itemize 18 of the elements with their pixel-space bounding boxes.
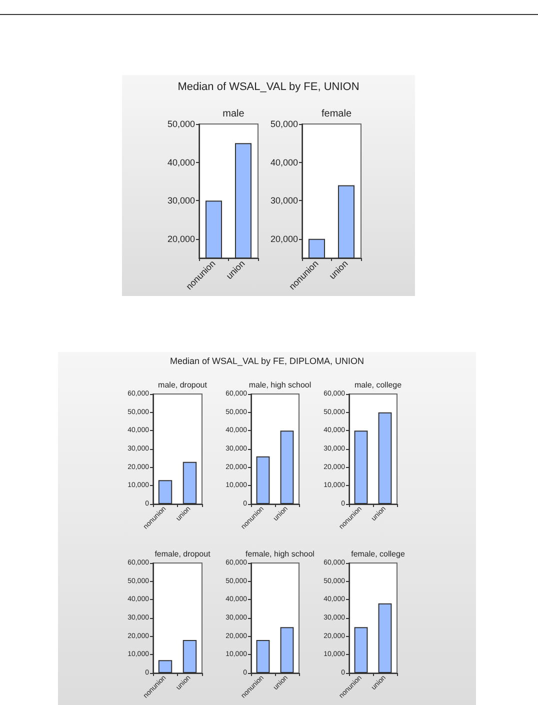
y-tick-label: 30,000 [167, 196, 195, 206]
y-tick-label: 50,000 [167, 119, 195, 129]
text: Median of WSAL_VAL by FE, UNION [176, 81, 360, 93]
chart-title: female, college [351, 550, 406, 558]
chart-title: male, high school [248, 380, 312, 390]
chart-title: female [321, 108, 352, 120]
y-tick-label: 50,000 [270, 119, 298, 129]
chart-title: male [222, 108, 245, 120]
text: Median of WSAL_VAL by FE, DIPLOMA, UNION [168, 356, 366, 366]
chart-title: male, dropout [158, 380, 208, 390]
y-tick-label: 30,000 [270, 196, 298, 206]
chart-title: female, high school [246, 550, 315, 558]
y-tick-label: 40,000 [270, 157, 298, 168]
chart-title: male, college [354, 380, 402, 390]
y-tick-label: 20,000 [167, 234, 195, 244]
y-tick-label: 20,000 [270, 234, 298, 244]
chart-title: female, dropout [154, 550, 212, 558]
y-tick-label: 40,000 [167, 157, 195, 168]
